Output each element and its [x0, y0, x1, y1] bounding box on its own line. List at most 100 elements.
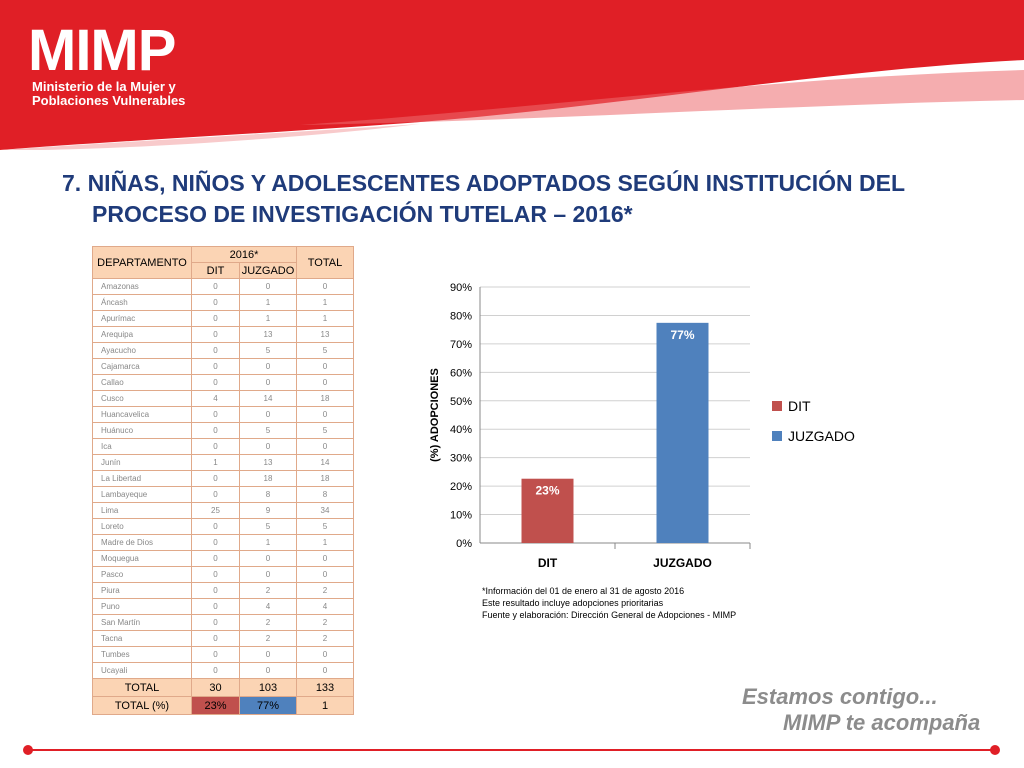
y-axis-label: (%) ADOPCIONES: [429, 368, 441, 462]
footer-line: [23, 745, 1000, 755]
table-row: Junín 1 13 14: [92, 454, 354, 471]
dept-cell: Piura: [92, 582, 192, 599]
total-cell: 2: [296, 582, 354, 599]
total-cell: 14: [296, 454, 354, 471]
dept-cell: Huánuco: [92, 422, 192, 439]
juzgado-cell: 0: [239, 406, 297, 423]
juzgado-cell: 2: [239, 630, 297, 647]
dit-cell: 1: [191, 454, 240, 471]
dept-cell: Pasco: [92, 566, 192, 583]
total-cell: 1: [296, 310, 354, 327]
table-row: Puno 0 4 4: [92, 598, 354, 615]
juzgado-cell: 1: [239, 534, 297, 551]
y-tick-label: 90%: [450, 282, 472, 294]
juzgado-cell: 13: [239, 454, 297, 471]
y-tick-label: 10%: [450, 510, 472, 522]
dept-cell: Apurímac: [92, 310, 192, 327]
juzgado-cell: 9: [239, 502, 297, 519]
dit-cell: 0: [191, 278, 240, 295]
juzgado-cell: 2: [239, 582, 297, 599]
dit-cell: 0: [191, 486, 240, 503]
table-row: La Libertad 0 18 18: [92, 470, 354, 487]
total-cell: 0: [296, 374, 354, 391]
dept-cell: Moquegua: [92, 550, 192, 567]
percent-label: TOTAL (%): [92, 696, 192, 715]
juzgado-cell: 2: [239, 614, 297, 631]
total-juzgado: 103: [239, 678, 297, 697]
title-line1: 7. NIÑAS, NIÑOS Y ADOLESCENTES ADOPTADOS…: [62, 170, 906, 196]
total-cell: 1: [296, 534, 354, 551]
total-cell: 1: [296, 294, 354, 311]
table-row: Pasco 0 0 0: [92, 566, 354, 583]
y-tick-label: 0%: [456, 538, 472, 550]
total-cell: 0: [296, 662, 354, 679]
header-band: [0, 0, 1024, 150]
total-label: TOTAL: [92, 678, 192, 697]
juzgado-cell: 13: [239, 326, 297, 343]
y-tick-label: 70%: [450, 339, 472, 351]
dept-cell: San Martín: [92, 614, 192, 631]
dit-cell: 0: [191, 662, 240, 679]
table-row: Ucayali 0 0 0: [92, 662, 354, 679]
dit-cell: 0: [191, 630, 240, 647]
data-label: 23%: [535, 484, 559, 498]
table-row: Cusco 4 14 18: [92, 390, 354, 407]
chart-grid: [479, 286, 751, 549]
chart-legend: DIT JUZGADO: [772, 398, 855, 444]
legend-swatch: [772, 431, 782, 441]
total-cell: 0: [296, 550, 354, 567]
table-row: Amazonas 0 0 0: [92, 278, 354, 295]
total-dit: 30: [191, 678, 240, 697]
table-row: Huánuco 0 5 5: [92, 422, 354, 439]
mimp-logo: MIMP Ministerio de la Mujer y Poblacione…: [28, 22, 185, 108]
juzgado-cell: 0: [239, 646, 297, 663]
dept-cell: Ica: [92, 438, 192, 455]
juzgado-cell: 0: [239, 662, 297, 679]
total-total: 133: [296, 678, 354, 697]
juzgado-cell: 0: [239, 278, 297, 295]
dit-cell: 0: [191, 358, 240, 375]
table-row: Arequipa 0 13 13: [92, 326, 354, 343]
total-cell: 18: [296, 470, 354, 487]
table-row: Apurímac 0 1 1: [92, 310, 354, 327]
y-tick-label: 30%: [450, 453, 472, 465]
dit-cell: 0: [191, 326, 240, 343]
dit-cell: 0: [191, 294, 240, 311]
dit-cell: 0: [191, 374, 240, 391]
bar-dit: [521, 478, 574, 543]
juzgado-cell: 18: [239, 470, 297, 487]
bar-juzgado: [656, 322, 709, 543]
table-row: Moquegua 0 0 0: [92, 550, 354, 567]
dit-cell: 0: [191, 422, 240, 439]
juzgado-cell: 4: [239, 598, 297, 615]
table-row: San Martín 0 2 2: [92, 614, 354, 631]
x-tick-label: DIT: [538, 556, 558, 570]
y-tick-label: 50%: [450, 396, 472, 408]
total-cell: 0: [296, 278, 354, 295]
juzgado-cell: 5: [239, 518, 297, 535]
total-cell: 5: [296, 422, 354, 439]
total-cell: 5: [296, 342, 354, 359]
table-row: Tacna 0 2 2: [92, 630, 354, 647]
x-tick-label: JUZGADO: [653, 556, 712, 570]
table-row: Lambayeque 0 8 8: [92, 486, 354, 503]
dit-cell: 0: [191, 342, 240, 359]
juzgado-cell: 0: [239, 566, 297, 583]
dept-cell: Ucayali: [92, 662, 192, 679]
dept-cell: Madre de Dios: [92, 534, 192, 551]
table-row: Huancavelica 0 0 0: [92, 406, 354, 423]
total-cell: 0: [296, 406, 354, 423]
page-title: 7. NIÑAS, NIÑOS Y ADOLESCENTES ADOPTADOS…: [62, 168, 962, 230]
logo-line1: Ministerio de la Mujer y: [32, 79, 176, 94]
footnote-line3: Fuente y elaboración: Dirección General …: [482, 610, 737, 620]
dept-cell: Lima: [92, 502, 192, 519]
table-row: Madre de Dios 0 1 1: [92, 534, 354, 551]
chart-bars: 23% 77%: [521, 322, 709, 543]
table-row: Loreto 0 5 5: [92, 518, 354, 535]
total-cell: 4: [296, 598, 354, 615]
title-line2: PROCESO DE INVESTIGACIÓN TUTELAR – 2016*: [92, 201, 633, 227]
total-cell: 8: [296, 486, 354, 503]
logo-text: MIMP: [28, 18, 176, 83]
dit-cell: 0: [191, 566, 240, 583]
dit-cell: 0: [191, 438, 240, 455]
